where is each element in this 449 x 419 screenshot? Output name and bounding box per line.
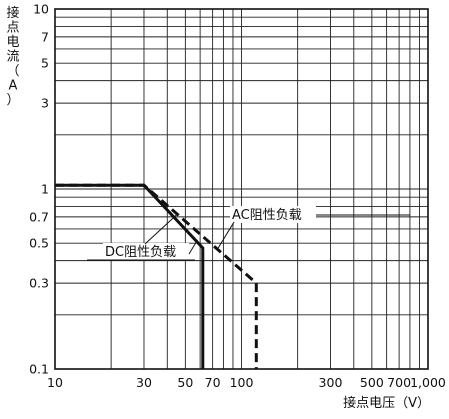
y-axis-title-char: A — [9, 79, 18, 94]
y-axis-title-char: 点 — [6, 21, 19, 36]
y-tick-label: 0.7 — [29, 209, 49, 224]
y-tick-label: 0.3 — [29, 276, 49, 291]
x-tick-label: 100 — [230, 375, 254, 390]
x-tick-label: 50 — [177, 375, 193, 390]
y-tick-label: 3 — [41, 96, 49, 111]
series-label-bg — [103, 243, 189, 260]
x-tick-label: 70 — [205, 375, 221, 390]
y-axis-title-char: 流 — [6, 50, 19, 65]
leader-line-dc — [188, 239, 198, 255]
series-line — [55, 183, 205, 369]
series-label-dc: DC阻性负载 — [105, 245, 176, 260]
grid — [55, 9, 428, 369]
series-line — [55, 183, 258, 369]
leader-line-ac — [217, 221, 235, 249]
series-labels: AC阻性负载 DC阻性负载 — [87, 206, 410, 261]
x-tick-label: 300 — [319, 375, 343, 390]
tick-labels: 10 30 50 70 100 300 500 700 1,000 0.1 0.3 0.5 0.7 1 3 5… — [29, 2, 446, 391]
x-tick-label: 700 — [387, 375, 411, 390]
leader-line-dc — [144, 214, 178, 245]
x-tick-label: 30 — [136, 375, 152, 390]
y-axis-title-char: 电 — [6, 35, 19, 50]
series-label-bg — [230, 206, 316, 223]
plot-frame — [54, 8, 429, 370]
x-tick-label: 10 — [47, 375, 63, 390]
y-tick-label: 5 — [41, 56, 49, 71]
y-tick-label: 1 — [41, 182, 49, 197]
series-lines — [55, 183, 258, 369]
y-axis-title-char: ） — [6, 93, 19, 108]
x-axis-title: 接点电压（V） — [343, 395, 430, 411]
y-axis-title-char: （ — [6, 64, 19, 79]
plot-border — [54, 8, 429, 370]
series-label-ac: AC阻性负载 — [232, 208, 302, 223]
y-tick-label: 0.1 — [29, 362, 49, 377]
y-tick-label: 0.5 — [29, 236, 49, 251]
y-tick-label: 7 — [41, 29, 49, 44]
y-tick-label: 10 — [33, 2, 49, 17]
x-tick-label: 1,000 — [410, 375, 446, 390]
x-tick-label: 500 — [360, 375, 384, 390]
y-axis-title-char: 接 — [6, 5, 19, 21]
